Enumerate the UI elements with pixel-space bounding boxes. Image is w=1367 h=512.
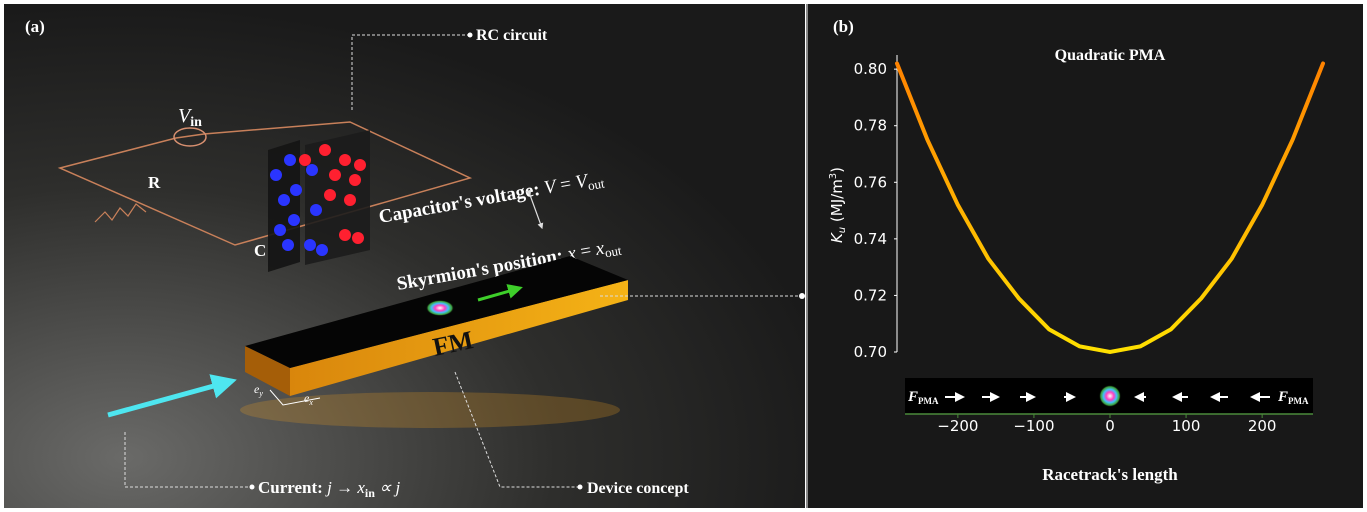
text-part: (MJ/m: [828, 179, 846, 227]
y-tick-label: 0.70: [854, 343, 887, 361]
text-part: out: [587, 175, 606, 193]
panel-a-background: [4, 4, 805, 508]
x-tick-label: 200: [1248, 417, 1277, 435]
x-tick-label: 100: [1172, 417, 1201, 435]
chart-title: Quadratic PMA: [1055, 47, 1166, 64]
skyrmion: [1099, 385, 1121, 407]
x-tick-label: 0: [1105, 417, 1115, 435]
text-part: x: [308, 398, 313, 407]
leader-dot: [250, 485, 255, 490]
text-part: ∝ j: [375, 478, 401, 497]
y-tick-label: 0.80: [854, 60, 887, 78]
panel-label: (b): [833, 17, 854, 36]
y-tick-label: 0.74: [854, 230, 887, 248]
y-tick-label: 0.78: [854, 117, 887, 135]
figure: (a) RC circuit Vin R C Capacitor's volta…: [0, 0, 1367, 512]
resistor-label: R: [148, 173, 161, 192]
text-part: F: [907, 389, 918, 405]
leader-dot: [799, 293, 805, 299]
x-axis-label: Racetrack's length: [1042, 465, 1178, 484]
bar-glow: [240, 392, 620, 428]
device-label: Device concept: [587, 480, 689, 497]
panel-a: (a) RC circuit Vin R C Capacitor's volta…: [4, 4, 805, 508]
rc-label: RC circuit: [476, 27, 548, 44]
panel-label: (a): [25, 17, 45, 36]
y-tick-label: 0.76: [854, 173, 887, 191]
panel-b: (b) Quadratic PMA Racetrack's length Ku …: [808, 4, 1363, 508]
text-part: y: [258, 389, 263, 398]
text-part: in: [365, 486, 375, 500]
panel-b-background: [808, 4, 1363, 508]
text-part: j → x: [325, 478, 365, 497]
text-part: out: [604, 243, 623, 261]
current-label: Current: j → xin ∝ j: [258, 478, 401, 500]
x-tick-label: −200: [937, 417, 978, 435]
text-part: F: [1277, 389, 1288, 405]
vin-sub: in: [190, 115, 202, 130]
leader-dot: [468, 33, 473, 38]
y-tick-label: 0.72: [854, 286, 887, 304]
x-tick-label: −100: [1013, 417, 1054, 435]
text-part: PMA: [918, 396, 939, 406]
text-part: Current:: [258, 478, 327, 497]
text-part: ): [828, 167, 846, 173]
skyrmion: [426, 300, 454, 316]
leader-dot: [578, 485, 583, 490]
capacitor-label: C: [254, 241, 266, 260]
text-part: PMA: [1288, 396, 1309, 406]
